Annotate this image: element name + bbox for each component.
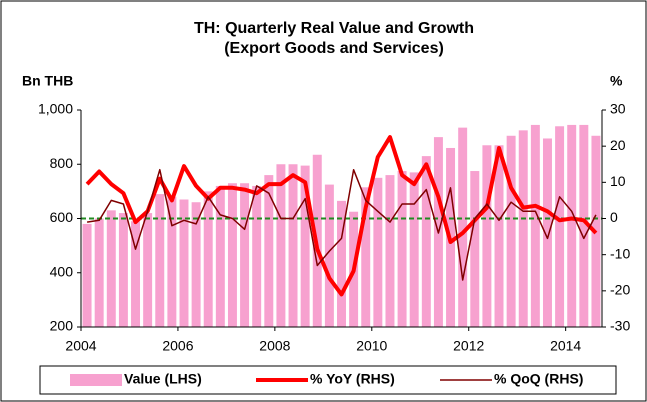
y-tick-label: 400: [50, 263, 74, 279]
x-tick-label: 2012: [453, 338, 484, 354]
bar: [227, 183, 237, 327]
y-tick-label: 800: [50, 155, 74, 171]
y2-tick-label: -20: [610, 282, 630, 298]
bar: [252, 185, 262, 327]
legend-label: % YoY (RHS): [310, 371, 395, 387]
bar: [143, 213, 153, 327]
bar: [458, 127, 468, 327]
x-tick-label: 2006: [162, 338, 193, 354]
y-tick-label: 200: [50, 318, 74, 334]
bar: [203, 191, 213, 327]
bar: [494, 145, 504, 327]
bar: [567, 124, 577, 327]
legend-label: % QoQ (RHS): [494, 371, 583, 387]
bar: [579, 124, 589, 327]
legend-box: [39, 365, 617, 395]
y2-tick-label: 30: [610, 101, 626, 117]
bar: [276, 164, 286, 327]
series-line: [86, 168, 597, 281]
bar: [421, 156, 431, 327]
x-tick-label: 2004: [65, 338, 96, 354]
bar: [131, 221, 141, 327]
bar: [373, 177, 383, 327]
bar: [288, 164, 298, 327]
bar: [94, 218, 104, 327]
bar: [337, 200, 346, 327]
x-tick-label: 2010: [356, 338, 387, 354]
bar: [300, 165, 310, 327]
y2-tick-label: 20: [610, 137, 626, 153]
series-line: [85, 135, 598, 297]
bar: [118, 213, 128, 327]
bar: [240, 183, 250, 327]
x-tick-label: 2008: [259, 338, 290, 354]
bar: [482, 145, 492, 327]
bar: [470, 171, 480, 327]
bar: [167, 196, 177, 327]
bar: [215, 185, 225, 327]
bar: [542, 138, 552, 327]
y2-axis-label: %: [610, 73, 623, 89]
y2-tick-label: -30: [610, 318, 630, 334]
bar: [409, 172, 419, 327]
bar: [106, 210, 116, 327]
y-tick-label: 600: [50, 209, 74, 225]
bar: [397, 171, 407, 327]
bar: [555, 126, 565, 328]
bar: [361, 187, 371, 327]
bar: [506, 135, 516, 327]
y2-tick-label: -10: [610, 245, 630, 261]
bar: [82, 223, 92, 327]
bar: [324, 184, 334, 327]
bar: [155, 194, 165, 327]
legend-swatch: [70, 374, 122, 386]
y-axis-label: Bn THB: [22, 73, 73, 89]
bar: [385, 175, 395, 327]
bar: [179, 199, 189, 327]
x-tick-label: 2014: [550, 338, 581, 354]
y-tick-label: 1,000: [38, 101, 73, 117]
bar: [530, 124, 540, 327]
bar: [518, 130, 528, 327]
legend-label: Value (LHS): [124, 371, 202, 387]
bar: [264, 175, 274, 327]
y2-tick-label: 10: [610, 173, 626, 189]
chart-subtitle: (Export Goods and Services): [224, 40, 444, 57]
chart-title: TH: Quarterly Real Value and Growth: [194, 20, 474, 37]
bar: [191, 202, 201, 327]
y2-tick-label: 0: [610, 209, 618, 225]
